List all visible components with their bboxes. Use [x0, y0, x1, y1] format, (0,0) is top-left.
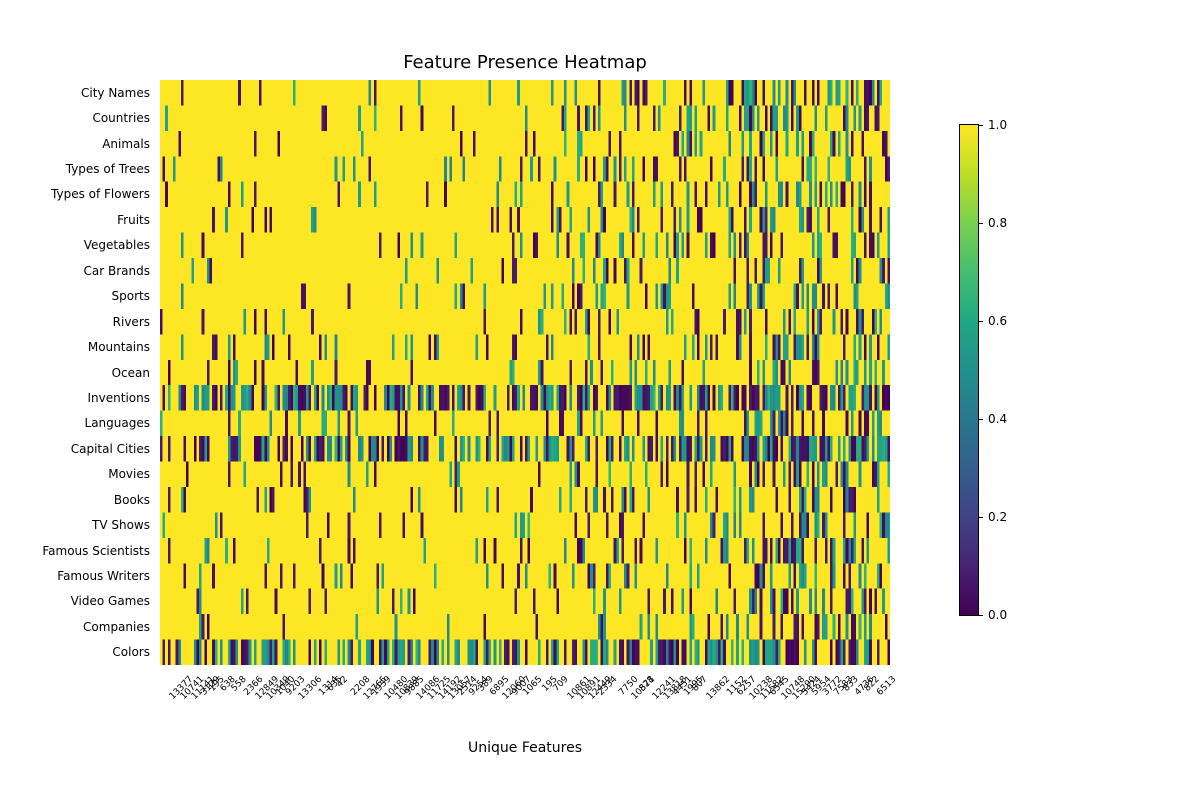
heatmap [160, 80, 890, 665]
colorbar-tick [978, 419, 983, 420]
colorbar-gradient [960, 125, 978, 615]
colorbar-tick [978, 223, 983, 224]
y-tick-label: Movies [0, 467, 150, 481]
colorbar-tick-label: 0.8 [988, 216, 1007, 230]
y-tick-label: Mountains [0, 340, 150, 354]
y-tick-label: TV Shows [0, 518, 150, 532]
y-tick-label: Types of Flowers [0, 187, 150, 201]
colorbar-tick [978, 125, 983, 126]
y-tick-label: Colors [0, 645, 150, 659]
chart-stage: Feature Presence Heatmap City Names Count… [0, 0, 1200, 800]
y-tick-label: Sports [0, 289, 150, 303]
y-tick-label: Capital Cities [0, 442, 150, 456]
colorbar-tick-label: 0.0 [988, 608, 1007, 622]
y-tick-label: Famous Writers [0, 569, 150, 583]
colorbar-tick-label: 0.6 [988, 314, 1007, 328]
colorbar: 0.00.20.40.60.81.0 [960, 125, 1038, 615]
y-tick-label: Types of Trees [0, 162, 150, 176]
y-tick-label: Fruits [0, 213, 150, 227]
y-tick-label: Books [0, 493, 150, 507]
chart-title: Feature Presence Heatmap [160, 52, 890, 73]
colorbar-tick-label: 0.4 [988, 412, 1007, 426]
colorbar-tick-label: 0.2 [988, 510, 1007, 524]
y-tick-label: Ocean [0, 366, 150, 380]
y-tick-label: Rivers [0, 315, 150, 329]
y-tick-label: City Names [0, 86, 150, 100]
y-tick-label: Famous Scientists [0, 544, 150, 558]
y-tick-label: Companies [0, 620, 150, 634]
y-tick-label: Animals [0, 137, 150, 151]
colorbar-tick [978, 517, 983, 518]
y-tick-label: Vegetables [0, 238, 150, 252]
colorbar-tick [978, 321, 983, 322]
x-axis-label: Unique Features [160, 740, 890, 756]
y-tick-label: Inventions [0, 391, 150, 405]
y-tick-label: Countries [0, 111, 150, 125]
y-tick-label: Languages [0, 416, 150, 430]
y-tick-label: Car Brands [0, 264, 150, 278]
colorbar-tick-label: 1.0 [988, 118, 1007, 132]
colorbar-tick [978, 615, 983, 616]
y-tick-label: Video Games [0, 594, 150, 608]
